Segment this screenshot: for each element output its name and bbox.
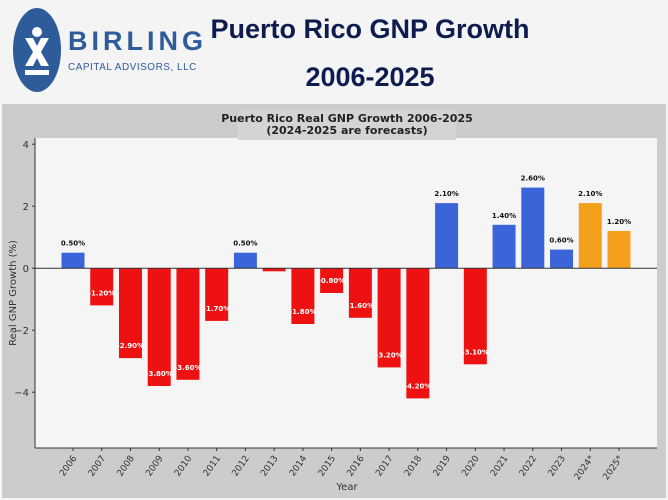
data-label: -3.60% bbox=[174, 364, 201, 372]
data-label: -0.80% bbox=[318, 277, 345, 285]
data-label: 1.40% bbox=[492, 212, 516, 220]
data-label: 2.10% bbox=[578, 190, 602, 198]
y-tick-label: 0 bbox=[23, 264, 29, 275]
title-box bbox=[238, 110, 456, 140]
logo-name: BIRLING bbox=[68, 26, 207, 56]
x-tick-label: 2011 bbox=[202, 454, 223, 478]
data-label: 0.50% bbox=[233, 240, 257, 248]
data-label: -1.70% bbox=[203, 305, 230, 313]
y-tick-label: −2 bbox=[14, 326, 29, 337]
x-tick-label: 2008 bbox=[116, 454, 137, 479]
page-title: Puerto Rico GNP Growth bbox=[210, 14, 530, 44]
data-label: 2.10% bbox=[434, 190, 458, 198]
x-tick-label: 2025* bbox=[602, 454, 626, 483]
data-label: -3.20% bbox=[376, 351, 403, 359]
bar-2010 bbox=[176, 268, 200, 380]
bar-2007 bbox=[90, 268, 114, 306]
chart-title: Puerto Rico Real GNP Growth 2006-2025 bbox=[221, 112, 473, 125]
bar-2017 bbox=[377, 268, 401, 368]
x-tick-label: 2019 bbox=[432, 454, 453, 479]
bar-2008 bbox=[118, 268, 142, 359]
chart-subtitle: (2024-2025 are forecasts) bbox=[266, 124, 427, 137]
x-tick-label: 2012 bbox=[231, 454, 252, 478]
bar-2020 bbox=[463, 268, 487, 365]
logo-subtitle: CAPITAL ADVISORS, LLC bbox=[68, 62, 197, 73]
bar-2025* bbox=[607, 231, 631, 269]
bar-2023 bbox=[550, 249, 574, 269]
x-tick-label: 2009 bbox=[144, 454, 165, 479]
y-axis-label: Real GNP Growth (%) bbox=[8, 240, 19, 346]
x-tick-label: 2014 bbox=[288, 454, 309, 479]
bar-2019 bbox=[435, 203, 459, 269]
bar-2009 bbox=[147, 268, 171, 386]
data-label: -1.20% bbox=[88, 289, 115, 297]
bar-2022 bbox=[521, 187, 545, 269]
x-tick-label: 2016 bbox=[345, 454, 366, 479]
data-label: 2.60% bbox=[521, 175, 545, 183]
data-label: -4.20% bbox=[404, 382, 431, 390]
x-tick-label: 2024* bbox=[573, 454, 597, 483]
data-label: -1.60% bbox=[347, 302, 374, 310]
bar-2021 bbox=[492, 224, 516, 269]
x-tick-label: 2010 bbox=[173, 454, 194, 479]
x-tick-label: 2021 bbox=[489, 454, 510, 478]
x-tick-label: 2015 bbox=[317, 454, 338, 478]
x-tick-label: 2022 bbox=[518, 454, 539, 478]
bar-2012 bbox=[233, 252, 257, 269]
y-tick-label: 4 bbox=[23, 140, 29, 151]
bar-2011 bbox=[205, 268, 229, 321]
data-label: 1.20% bbox=[607, 218, 631, 226]
bar-2006 bbox=[61, 252, 85, 269]
x-tick-label: 2023 bbox=[547, 454, 568, 478]
x-tick-label: 2020 bbox=[460, 454, 481, 479]
bar-2014 bbox=[291, 268, 315, 324]
x-tick-label: 2018 bbox=[403, 454, 424, 479]
x-tick-label: 2007 bbox=[87, 454, 108, 478]
bar-2015 bbox=[320, 268, 344, 293]
data-label: -3.10% bbox=[462, 348, 489, 356]
data-label: -3.80% bbox=[146, 370, 173, 378]
bar-2013 bbox=[262, 268, 286, 272]
data-label: 0.60% bbox=[549, 237, 573, 245]
bar-2018 bbox=[406, 268, 430, 399]
data-label: -2.90% bbox=[117, 342, 144, 350]
x-tick-label: 2006 bbox=[58, 454, 79, 479]
y-tick-label: −4 bbox=[14, 388, 29, 399]
bar-2016 bbox=[348, 268, 372, 318]
bar-chart: Puerto Rico Real GNP Growth 2006-2025(20… bbox=[8, 110, 657, 493]
data-label: -1.80% bbox=[289, 308, 316, 316]
header: BIRLING CAPITAL ADVISORS, LLC Puerto Ric… bbox=[0, 0, 668, 104]
bar-2024* bbox=[578, 203, 602, 269]
y-tick-label: 2 bbox=[23, 202, 29, 213]
data-label: 0.50% bbox=[61, 240, 85, 248]
birling-logo-icon bbox=[13, 8, 61, 92]
x-tick-label: 2013 bbox=[259, 454, 280, 478]
x-tick-label: 2017 bbox=[374, 454, 395, 478]
chart: Puerto Rico Real GNP Growth 2006-2025 (20… bbox=[2, 104, 666, 498]
x-axis-label: Year bbox=[335, 482, 358, 493]
page-subtitle: 2006-2025 bbox=[305, 62, 435, 92]
